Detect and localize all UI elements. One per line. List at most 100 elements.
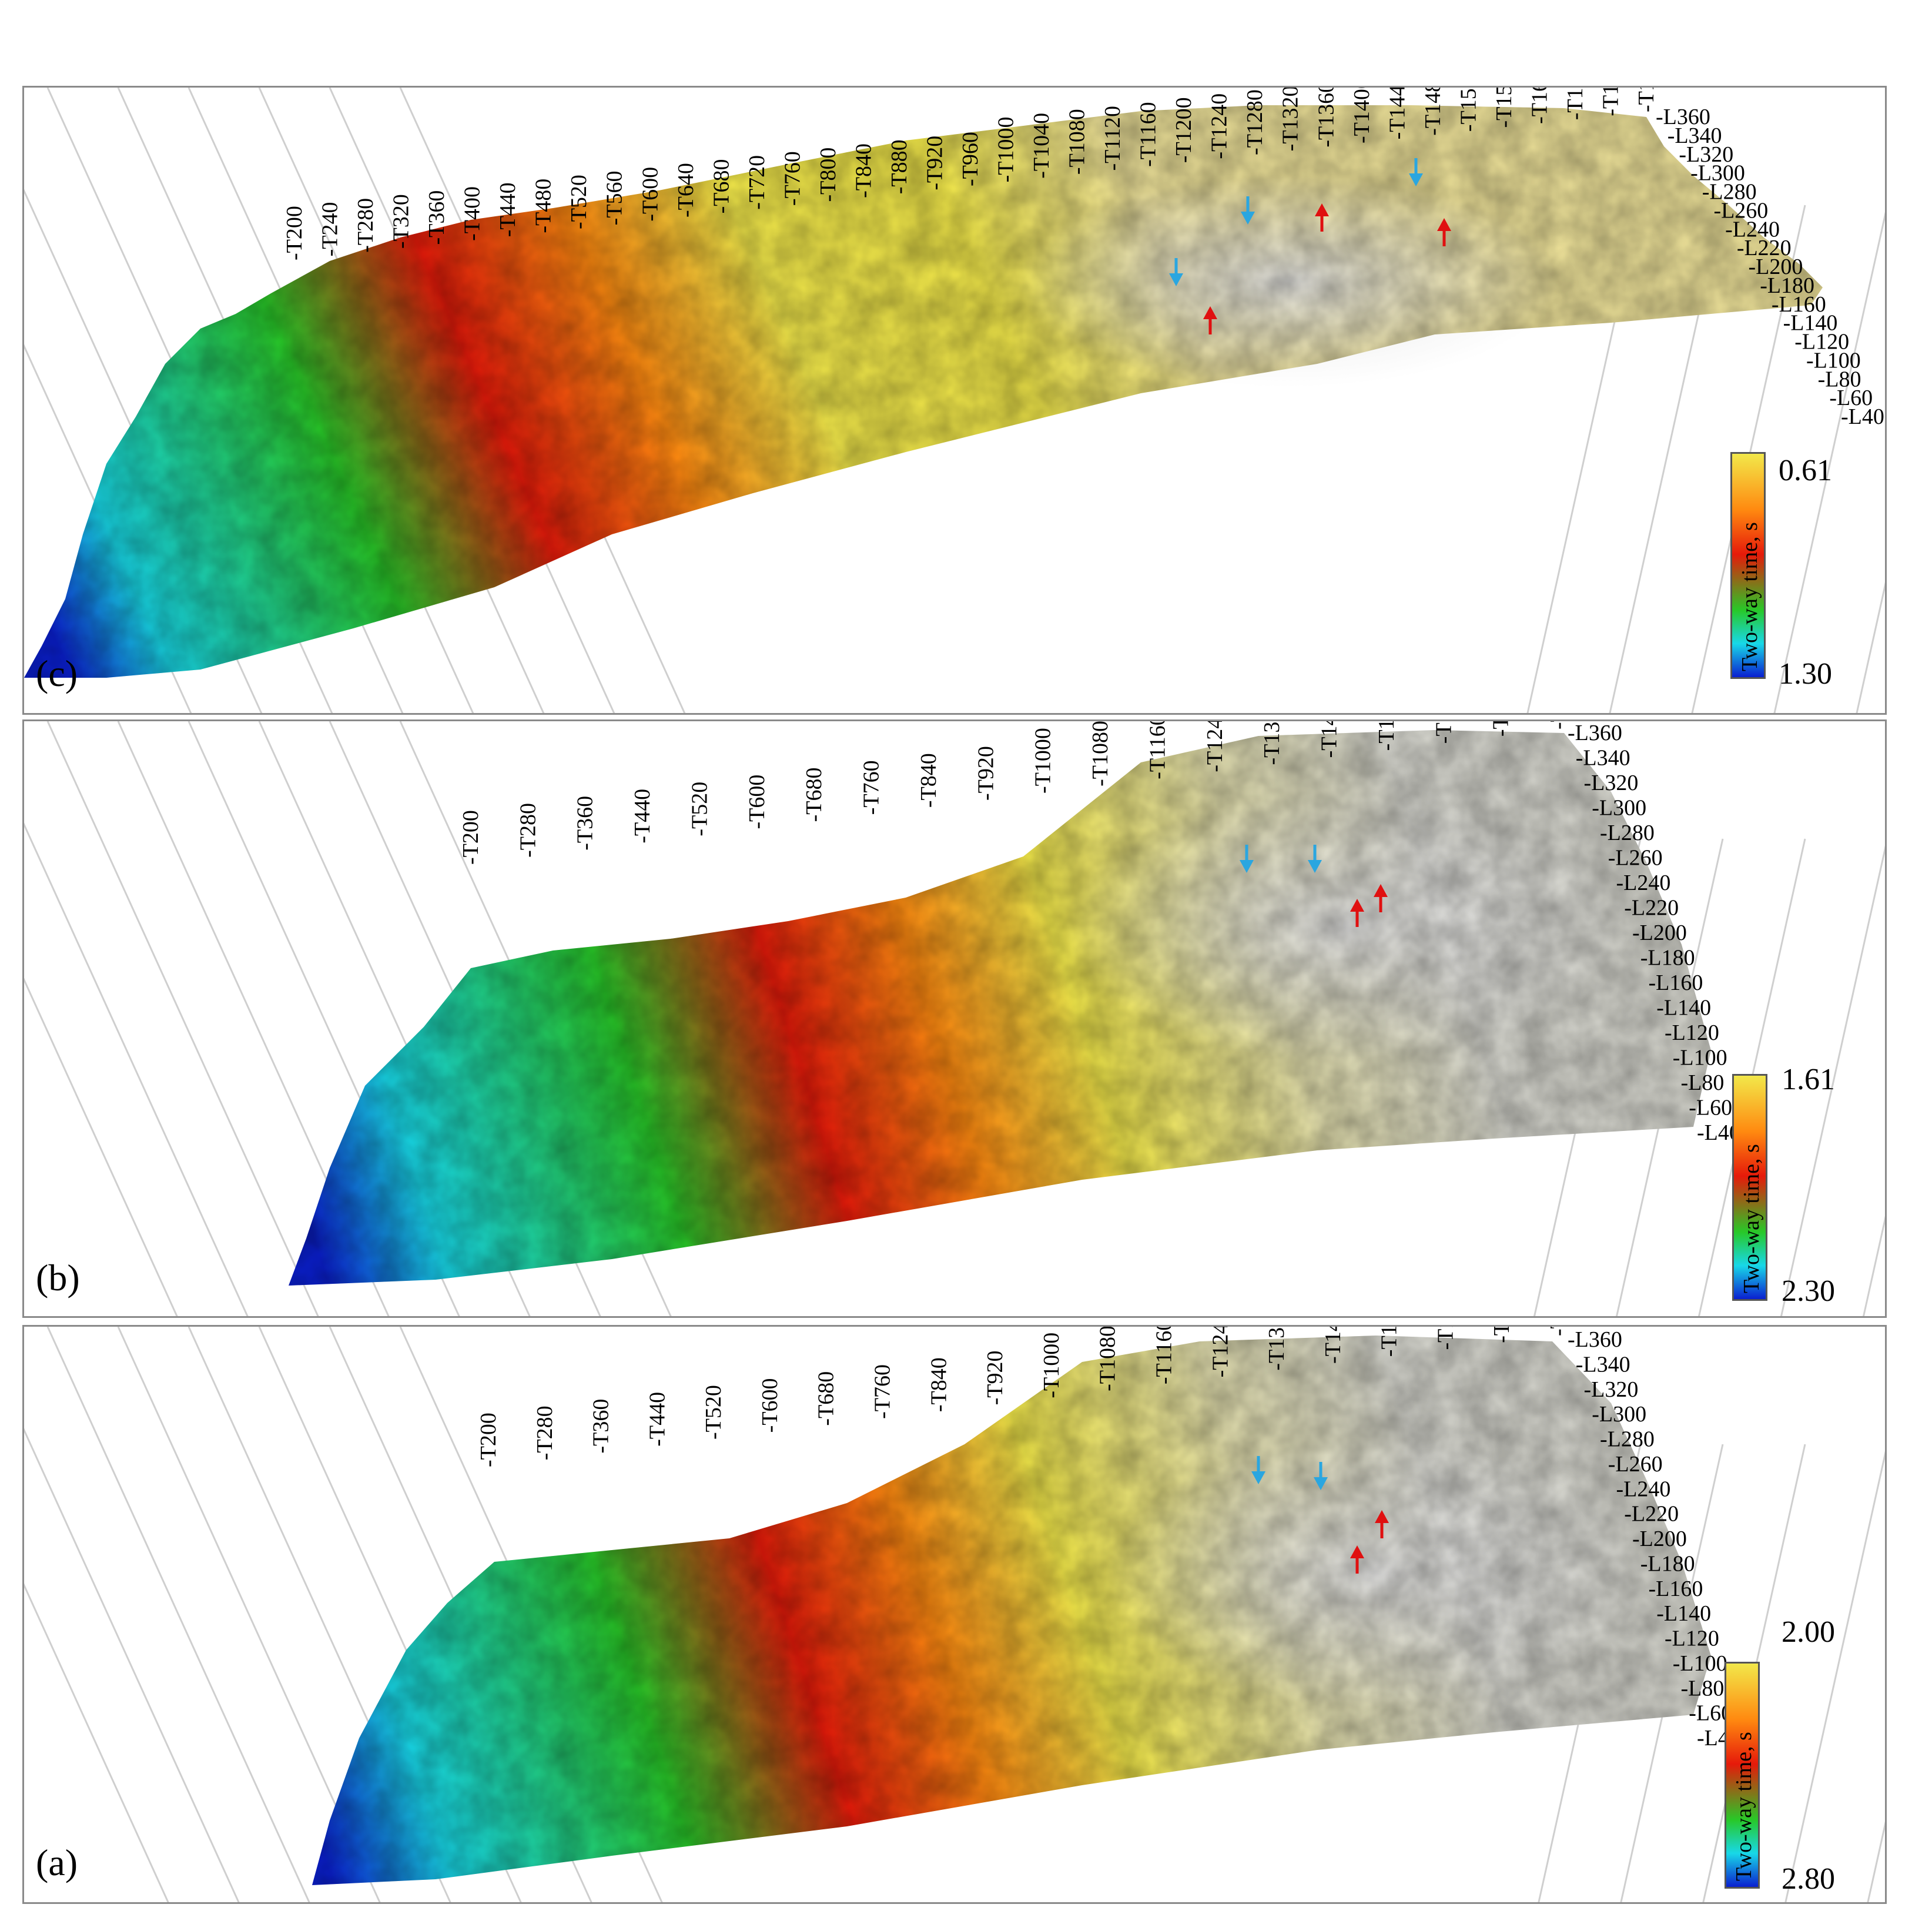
red-arrow-icon bbox=[1315, 203, 1329, 216]
l-tick-label: -L200 bbox=[1632, 921, 1687, 945]
l-tick-label: -L240 bbox=[1616, 1477, 1671, 1501]
red-arrow-icon bbox=[1374, 884, 1388, 897]
t-tick-label: -T240 bbox=[318, 202, 343, 256]
t-tick-label: -T680 bbox=[802, 767, 826, 822]
t-tick-label: -T200 bbox=[282, 206, 307, 260]
colorbar-bottom-value-a: 2.80 bbox=[1782, 1862, 1835, 1896]
t-tick-label: -T720 bbox=[745, 155, 769, 210]
t-tick-label: -T680 bbox=[814, 1371, 839, 1426]
l-tick-label: -L260 bbox=[1608, 846, 1663, 871]
t-tick-label: -T1480 bbox=[1377, 1327, 1402, 1357]
t-tick-label: -T1400 bbox=[1321, 1327, 1345, 1364]
red-arrow-icon bbox=[1375, 1510, 1389, 1523]
t-tick-label: -T1440 bbox=[1385, 88, 1409, 139]
surface-texture-b bbox=[289, 730, 1711, 1286]
t-tick-label: -T1200 bbox=[1171, 97, 1196, 163]
colorbar-title-b: Two-way time, s bbox=[1739, 1144, 1764, 1293]
t-tick-label: -T760 bbox=[859, 760, 884, 815]
t-tick-label: -T560 bbox=[602, 170, 627, 225]
t-tick-label: -T520 bbox=[701, 1385, 726, 1440]
t-tick-label: -T1080 bbox=[1096, 1327, 1120, 1391]
t-tick-label: -T920 bbox=[973, 746, 998, 801]
surface-panel-a: -T200 -T280 -T360 -T440 -T520 -T600 -T680 -T760… bbox=[24, 1327, 1885, 1902]
t-tick-label: -T1560 bbox=[1492, 88, 1516, 128]
l-tick-label: -L260 bbox=[1608, 1452, 1663, 1477]
l-tick-label: -L60 bbox=[1829, 386, 1873, 410]
blue-arrow-icon bbox=[1241, 212, 1255, 225]
l-tick-label: -L300 bbox=[1592, 796, 1646, 821]
colorbar-b: Two-way time, s bbox=[1732, 1074, 1767, 1301]
l-tick-label: -L340 bbox=[1576, 1352, 1630, 1377]
t-tick-label: -T920 bbox=[922, 136, 947, 190]
t-tick-label: -T1720 bbox=[1546, 1327, 1571, 1336]
l-tick-label: -L340 bbox=[1576, 746, 1630, 771]
red-arrow-icon bbox=[1203, 306, 1217, 319]
t-tick-label: -T200 bbox=[476, 1413, 501, 1467]
panel-label-a: (a) bbox=[36, 1842, 78, 1883]
t-tick-label: -T1320 bbox=[1264, 1327, 1289, 1371]
t-tick-label: -T1480 bbox=[1374, 721, 1399, 751]
surface-texture-c bbox=[24, 105, 1823, 678]
t-tick-label: -T280 bbox=[353, 198, 378, 253]
t-tick-label: -T800 bbox=[816, 148, 841, 202]
blue-arrow-icon bbox=[1314, 1477, 1328, 1490]
t-tick-label: -T600 bbox=[758, 1378, 782, 1433]
t-tick-label: -T480 bbox=[531, 179, 556, 233]
t-tick-label: -T840 bbox=[916, 753, 941, 808]
t-tick-label: -T1560 bbox=[1431, 721, 1456, 744]
panel-label-c: (c) bbox=[36, 652, 78, 694]
t-tick-label: -T440 bbox=[630, 789, 655, 844]
surface-texture-a bbox=[312, 1336, 1711, 1885]
surface-panel-c: -T200 -T240 -T280 -T320 -T360 -T400 -T440 -T480… bbox=[24, 88, 1885, 713]
l-tick-label: -L120 bbox=[1665, 1626, 1719, 1651]
l-tick-label: -L120 bbox=[1665, 1020, 1719, 1045]
l-tick-label: -L340 bbox=[1668, 123, 1722, 148]
colorbar-top-value-c: 0.61 bbox=[1779, 454, 1832, 487]
t-tick-label: -T680 bbox=[709, 159, 734, 214]
t-tick-label: -T1280 bbox=[1243, 89, 1267, 155]
t-tick-label: -T1320 bbox=[1260, 721, 1284, 765]
l-tick-label: -L300 bbox=[1690, 161, 1745, 186]
l-tick-label: -L100 bbox=[1806, 348, 1861, 373]
red-arrow-icon bbox=[1437, 218, 1451, 231]
t-tick-label: -T1720 bbox=[1546, 721, 1571, 729]
t-tick-label: -T760 bbox=[780, 151, 805, 206]
t-tick-label: -T1000 bbox=[1031, 728, 1056, 794]
t-tick-label: -T1320 bbox=[1278, 88, 1303, 151]
t-tick-label: -T280 bbox=[515, 803, 540, 858]
t-tick-label: -T280 bbox=[533, 1405, 557, 1460]
red-arrow-icon bbox=[1350, 899, 1364, 912]
t-tick-label: -T360 bbox=[573, 796, 598, 851]
t-tick-label: -T1160 bbox=[1145, 721, 1170, 779]
t-tick-label: -T1040 bbox=[1029, 113, 1054, 179]
l-tick-label: -L160 bbox=[1649, 970, 1703, 995]
blue-arrow-icon bbox=[1169, 273, 1183, 286]
surface-panel-b: -T200 -T280 -T360 -T440 -T520 -T600 -T680 -T760… bbox=[24, 721, 1885, 1316]
l-tick-label: -L120 bbox=[1794, 330, 1849, 354]
t-tick-label: -T1240 bbox=[1208, 1327, 1233, 1377]
t-tick-label: -T1120 bbox=[1100, 106, 1125, 170]
t-tick-label: -T1640 bbox=[1563, 88, 1588, 120]
colorbar-title-a: Two-way time, s bbox=[1732, 1732, 1756, 1881]
colorbar-a: Two-way time, s bbox=[1725, 1662, 1760, 1889]
t-tick-label: -T600 bbox=[638, 167, 662, 222]
l-tick-label: -L300 bbox=[1592, 1402, 1646, 1427]
t-tick-label: -T440 bbox=[645, 1392, 669, 1447]
l-tick-label: -L160 bbox=[1649, 1577, 1703, 1601]
panel-b: -T200 -T280 -T360 -T440 -T520 -T600 -T680 -T760… bbox=[22, 719, 1887, 1318]
l-tick-label: -L220 bbox=[1624, 1502, 1679, 1527]
t-tick-label: -T960 bbox=[958, 132, 983, 186]
l-tick-label: -L80 bbox=[1818, 367, 1861, 391]
l-tick-label: -L360 bbox=[1568, 721, 1622, 745]
t-tick-label: -T640 bbox=[674, 163, 698, 217]
l-tick-label: -L140 bbox=[1783, 311, 1838, 336]
l-tick-label: -L280 bbox=[1702, 180, 1757, 205]
t-tick-label: -T400 bbox=[460, 186, 485, 241]
t-tick-label: -T1640 bbox=[1489, 721, 1514, 737]
l-tick-label: -L40 bbox=[1841, 404, 1884, 429]
l-tick-label: -L320 bbox=[1584, 1377, 1639, 1402]
t-tick-label: -T520 bbox=[687, 782, 712, 836]
t-tick-label: -T1680 bbox=[1598, 88, 1623, 116]
l-tick-label: -L220 bbox=[1624, 896, 1679, 921]
t-tick-label: -T1400 bbox=[1317, 721, 1342, 758]
